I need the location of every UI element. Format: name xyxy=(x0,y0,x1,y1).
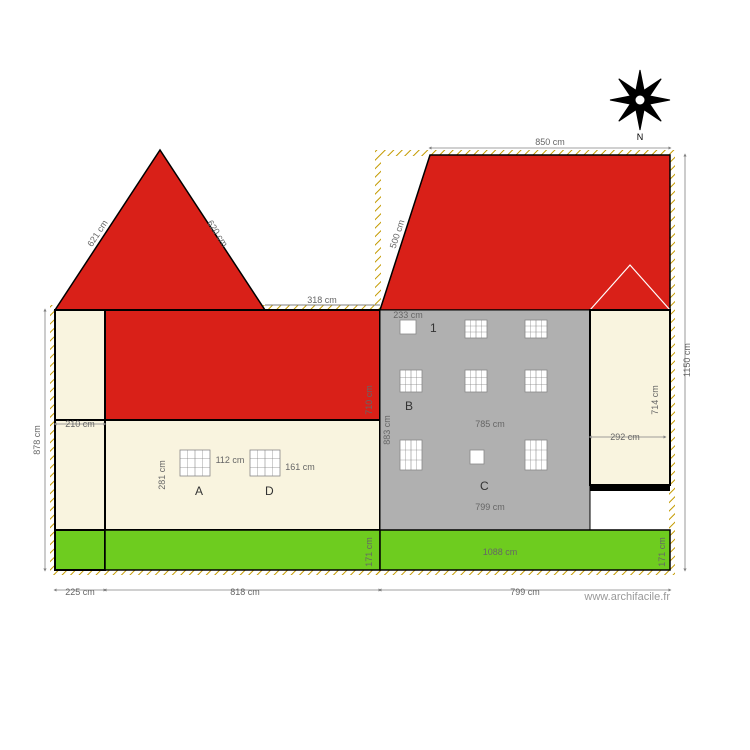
svg-text:D: D xyxy=(265,484,274,498)
svg-text:161 cm: 161 cm xyxy=(285,462,315,472)
building-shapes xyxy=(50,150,675,575)
svg-text:714 cm: 714 cm xyxy=(650,385,660,415)
svg-text:C: C xyxy=(480,479,489,493)
svg-text:878 cm: 878 cm xyxy=(32,425,42,455)
svg-text:818 cm: 818 cm xyxy=(230,587,260,597)
svg-text:318 cm: 318 cm xyxy=(307,295,337,305)
svg-text:850 cm: 850 cm xyxy=(535,137,565,147)
svg-text:799 cm: 799 cm xyxy=(475,502,505,512)
svg-text:799 cm: 799 cm xyxy=(510,587,540,597)
svg-text:785 cm: 785 cm xyxy=(475,419,505,429)
svg-text:225 cm: 225 cm xyxy=(65,587,95,597)
svg-text:1: 1 xyxy=(430,321,437,335)
svg-text:210 cm: 210 cm xyxy=(65,419,95,429)
svg-text:883 cm: 883 cm xyxy=(382,415,392,445)
svg-text:A: A xyxy=(195,484,203,498)
svg-text:1150 cm: 1150 cm xyxy=(682,343,692,377)
svg-text:233 cm: 233 cm xyxy=(393,310,423,320)
svg-text:281 cm: 281 cm xyxy=(157,460,167,490)
svg-text:B: B xyxy=(405,399,413,413)
svg-text:N: N xyxy=(637,132,644,142)
svg-text:112 cm: 112 cm xyxy=(216,455,245,465)
compass-rose: N xyxy=(610,70,670,142)
elevation-drawing: 850 cm500 cm620 cm621 cm318 cm233 cm878 … xyxy=(0,0,750,750)
watermark: www.archifacile.fr xyxy=(583,591,670,603)
svg-text:171 cm: 171 cm xyxy=(657,537,667,567)
svg-text:292 cm: 292 cm xyxy=(610,432,640,442)
svg-text:710 cm: 710 cm xyxy=(364,385,374,415)
svg-text:171 cm: 171 cm xyxy=(364,537,374,567)
svg-text:1088 cm: 1088 cm xyxy=(483,547,518,557)
